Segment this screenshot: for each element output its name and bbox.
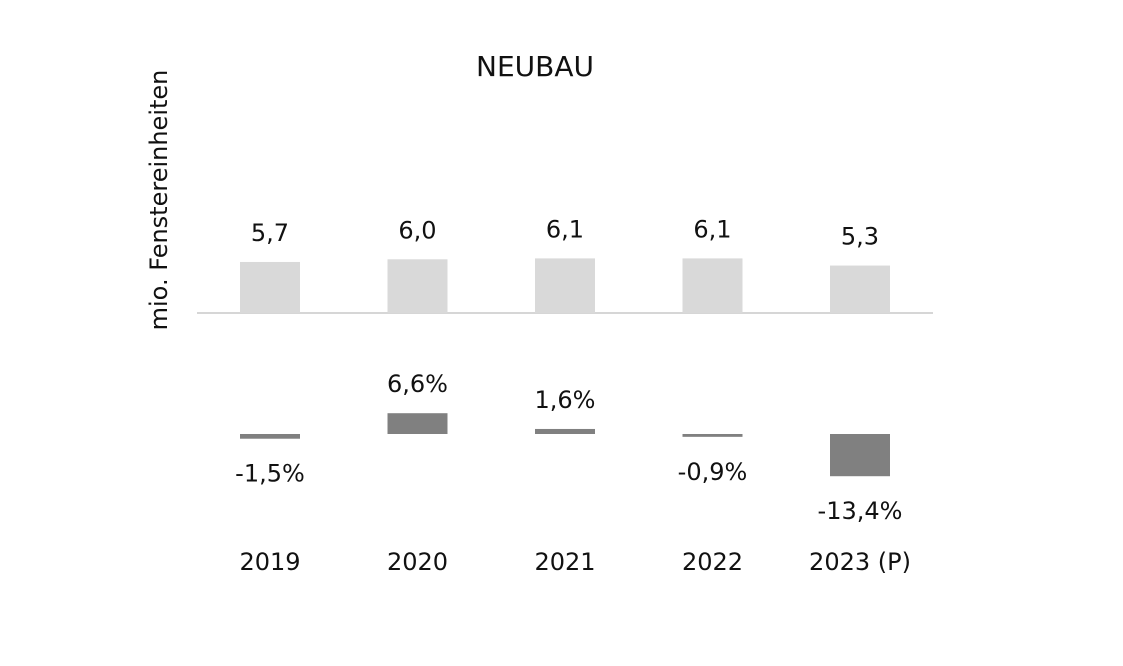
bar [682, 258, 743, 313]
bar [387, 259, 448, 313]
bar [830, 434, 890, 477]
bar [830, 265, 890, 313]
data-label: -1,5% [235, 460, 305, 488]
bar [535, 428, 595, 434]
x-tick-label: 2022 [682, 548, 743, 576]
x-tick-label: 2023 (P) [809, 548, 911, 576]
data-label: 5,7 [251, 219, 289, 247]
bar [535, 258, 595, 313]
bar [240, 261, 300, 313]
data-label: -13,4% [818, 497, 903, 525]
data-label: -0,9% [678, 458, 748, 486]
data-label: 5,3 [841, 223, 879, 251]
x-tick-label: 2021 [534, 548, 595, 576]
chart-title: NEUBAU [476, 50, 594, 83]
bar [387, 413, 448, 434]
bar [240, 434, 300, 439]
data-label: 6,1 [693, 215, 731, 243]
x-tick-label: 2020 [387, 548, 448, 576]
data-label: 1,6% [535, 386, 596, 414]
x-tick-label: 2019 [239, 548, 300, 576]
y-axis-label: mio. Fenstereinheiten [145, 70, 173, 331]
bar [682, 434, 743, 437]
data-label: 6,6% [387, 370, 448, 398]
data-label: 6,1 [546, 215, 584, 243]
data-label: 6,0 [398, 216, 436, 244]
